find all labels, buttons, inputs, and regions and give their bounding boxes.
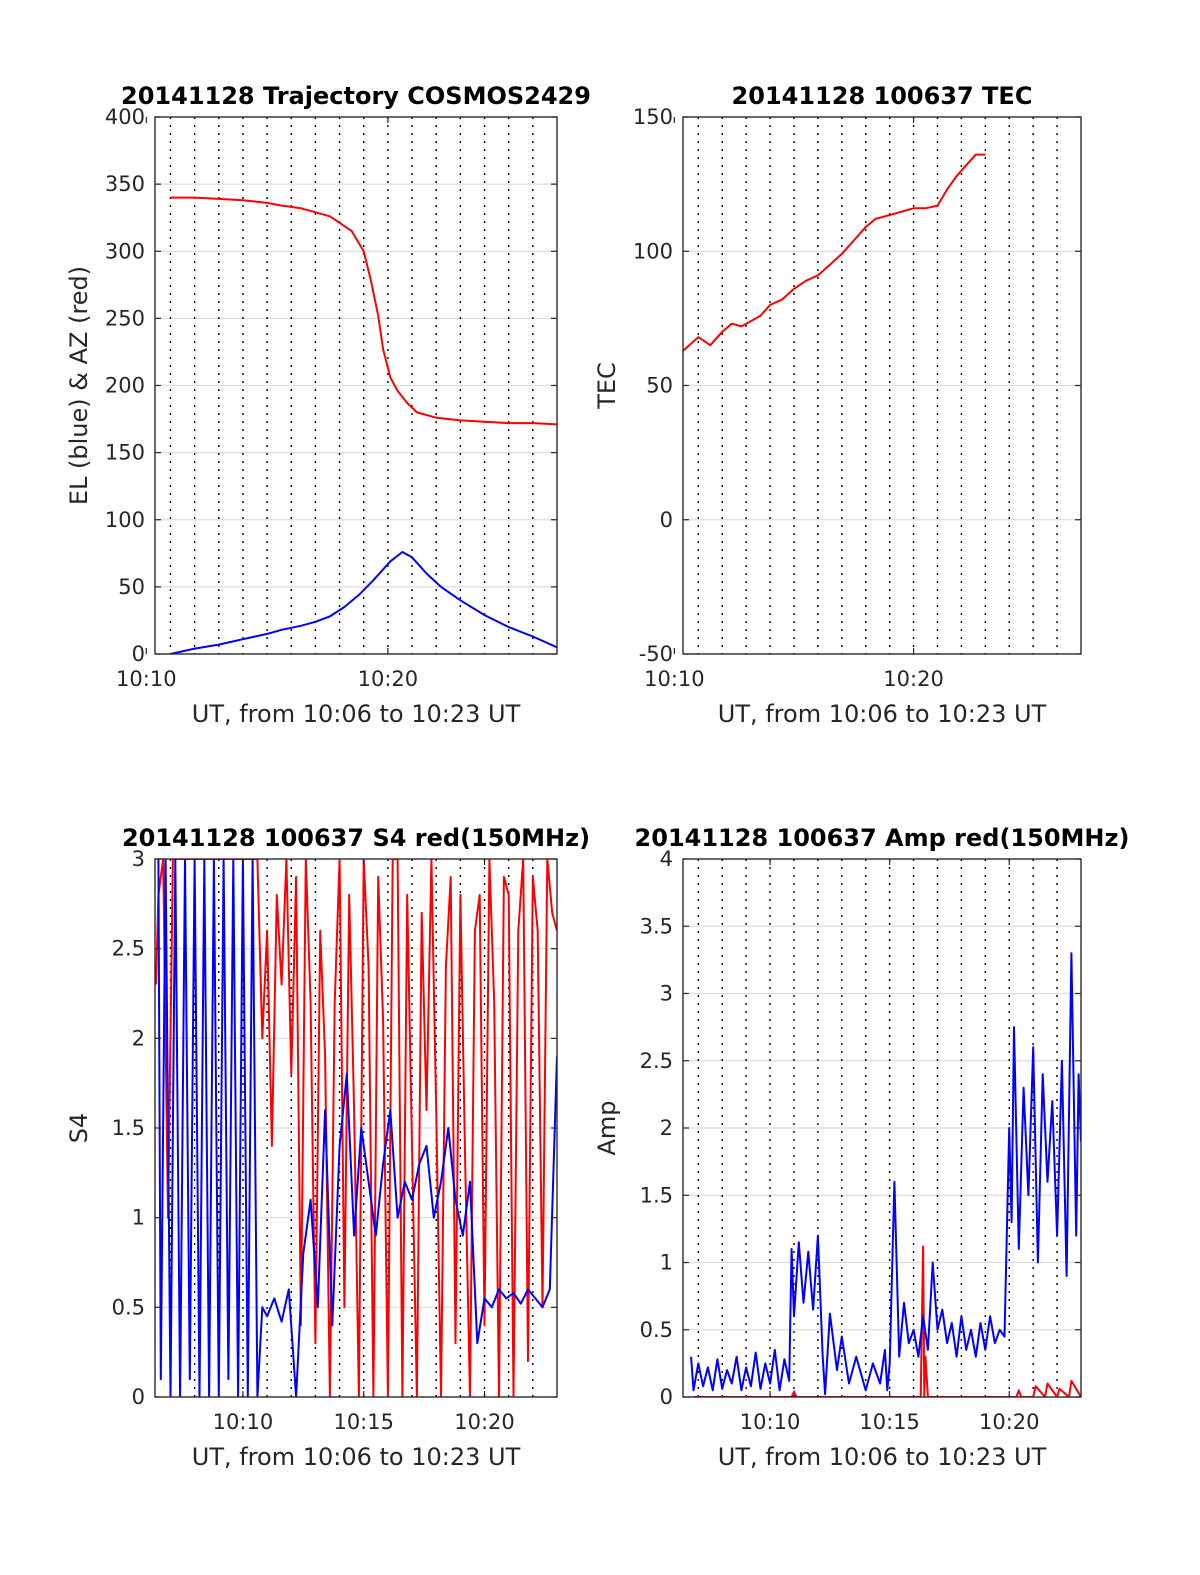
y-tick-label: 0.5: [112, 1295, 145, 1319]
y-tick-label: 1.5: [640, 1183, 673, 1207]
y-tick-label: 2.5: [640, 1049, 673, 1073]
y-tick-label: 1.5: [112, 1116, 145, 1140]
series-line-s4-blue: [157, 859, 557, 1397]
y-tick-label: 2: [132, 1026, 145, 1050]
chart-title: 20141128 100637 Amp red(150MHz): [635, 824, 1130, 852]
y-tick-label: 3: [132, 847, 145, 871]
x-axis-label: UT, from 10:06 to 10:23 UT: [718, 700, 1047, 728]
x-tick-label: 10:10: [740, 1410, 801, 1434]
series-group: [155, 859, 557, 1397]
x-tick-label: 10:15: [333, 1410, 394, 1434]
y-axis-label: S4: [65, 1113, 93, 1144]
y-tick-label: -50: [639, 642, 673, 666]
x-tick-label: 10:15: [859, 1410, 920, 1434]
y-tick-label: 0: [132, 642, 145, 666]
y-tick-label: 4: [660, 847, 673, 871]
y-tick-label: 300: [105, 239, 145, 263]
y-tick-label: 0: [660, 508, 673, 532]
y-tick-label: 0: [132, 1385, 145, 1409]
chart-title: 20141128 100637 S4 red(150MHz): [122, 824, 590, 852]
series-line-amp-blue: [690, 952, 1081, 1396]
chart-tec: -50 0 50 100 150 10:10 10:20 UT, from 10:06 to …: [593, 82, 1082, 728]
series-group: [683, 153, 986, 353]
y-axis-label: TEC: [593, 362, 621, 410]
x-tick-label: 10:20: [358, 667, 419, 691]
chart-s4: 0 0.5 1 1.5 2 2.5 3 10:10 10:15 10:20 UT, from 10:…: [65, 824, 590, 1471]
y-tick-label: 150: [105, 441, 145, 465]
y-tick-label: 3: [660, 982, 673, 1006]
series-line-tec: [683, 153, 986, 353]
y-tick-label: 150: [633, 105, 673, 129]
x-tick-label: 10:20: [883, 667, 944, 691]
y-tick-label: 0.5: [640, 1318, 673, 1342]
y-tick-label: 1: [660, 1251, 673, 1275]
y-tick-label: 2: [660, 1116, 673, 1140]
y-tick-label: 250: [105, 306, 145, 330]
x-tick-label: 10:20: [454, 1410, 515, 1434]
y-tick-label: 3.5: [640, 914, 673, 938]
x-tick-label: 10:10: [644, 667, 705, 691]
y-tick-label: 2.5: [112, 937, 145, 961]
y-tick-label: 100: [633, 239, 673, 263]
y-axis-label: EL (blue) & AZ (red): [65, 266, 93, 505]
y-tick-label: 100: [105, 508, 145, 532]
x-tick-label: 10:10: [116, 667, 177, 691]
x-axis-label: UT, from 10:06 to 10:23 UT: [192, 700, 521, 728]
chart-amp: 0 0.5 1 1.5 2 2.5 3 3.5 4 10:10 10:15 10:20 UT, from…: [593, 824, 1129, 1471]
y-tick-label: 50: [646, 374, 673, 398]
series-line-el: [170, 551, 557, 654]
series-line-s4-red: [155, 859, 557, 1397]
y-tick-label: 400: [105, 105, 145, 129]
chart-trajectory: 0 50 100 150 200 250 300 350 400 10:10 10:20 UT, fr…: [65, 82, 591, 728]
y-tick-label: 200: [105, 374, 145, 398]
x-axis-label: UT, from 10:06 to 10:23 UT: [192, 1443, 521, 1471]
series-line-az: [170, 196, 557, 426]
series-group: [690, 952, 1081, 1397]
y-tick-label: 1: [132, 1206, 145, 1230]
x-tick-label: 10:20: [979, 1410, 1040, 1434]
x-axis-label: UT, from 10:06 to 10:23 UT: [718, 1443, 1047, 1471]
y-tick-label: 350: [105, 172, 145, 196]
y-axis-label: Amp: [593, 1100, 621, 1155]
x-tick-label: 10:10: [213, 1410, 274, 1434]
y-tick-label: 0: [660, 1385, 673, 1409]
series-group: [170, 196, 557, 654]
y-tick-label: 50: [118, 575, 145, 599]
chart-title: 20141128 100637 TEC: [732, 82, 1033, 110]
chart-title: 20141128 Trajectory COSMOS2429: [121, 82, 591, 110]
